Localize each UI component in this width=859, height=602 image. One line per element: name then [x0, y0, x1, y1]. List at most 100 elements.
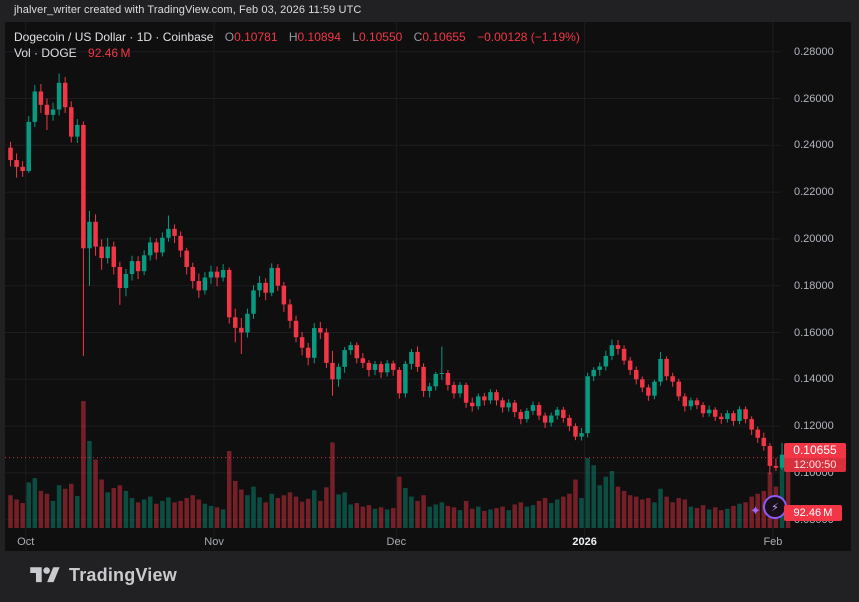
candle-body: [178, 235, 183, 251]
candle-body: [75, 124, 80, 137]
candle-body: [202, 277, 208, 291]
candle-body: [312, 328, 317, 358]
volume-bar: [62, 488, 68, 528]
candle-body: [281, 285, 287, 305]
candle-body: [56, 82, 62, 110]
candle-body: [755, 429, 760, 438]
bar-countdown: 12:00:50: [784, 458, 846, 472]
candle-body: [719, 416, 724, 420]
volume-bar: [239, 489, 244, 528]
volume-bar: [646, 498, 651, 528]
volume-bar: [688, 506, 694, 528]
candle-body: [609, 345, 615, 356]
candle-body: [664, 358, 669, 377]
candle-body: [725, 413, 730, 420]
ohlc-low: L0.10550: [352, 30, 403, 44]
candle-body: [226, 270, 232, 318]
candle-body: [8, 147, 13, 161]
candle-body: [208, 271, 214, 278]
volume-bar: [603, 476, 609, 528]
candle-body: [761, 437, 767, 446]
volume-bar: [403, 488, 408, 528]
candle-body: [646, 387, 651, 396]
volume-bar: [366, 505, 372, 528]
volume-bar: [609, 470, 615, 528]
volume-bar: [87, 441, 92, 528]
volume-bar: [390, 508, 396, 528]
volume-bar: [518, 502, 524, 528]
sparkle-icon[interactable]: ✦: [750, 503, 761, 518]
candle-body: [603, 355, 609, 367]
chart-canvas[interactable]: [5, 22, 851, 551]
candle-body: [147, 242, 153, 256]
candle-body: [530, 405, 536, 411]
price-tick-label: 0.26000: [794, 92, 834, 105]
volume-bar: [415, 500, 420, 528]
candlestick-chart[interactable]: [5, 22, 851, 551]
candle-body: [129, 261, 135, 274]
chart-legend: Dogecoin / US Dollar · 1D · Coinbase O0.…: [14, 29, 580, 61]
ohlc-high: H0.10894: [288, 30, 341, 44]
volume-bar: [172, 502, 177, 528]
candle-body: [542, 415, 548, 423]
price-tick-label: 0.16000: [794, 326, 834, 339]
candle-body: [196, 281, 202, 291]
candle-body: [469, 402, 475, 407]
volume-bar: [524, 506, 530, 528]
candle-body: [615, 345, 621, 349]
candle-body: [445, 372, 451, 385]
candle-body: [712, 409, 718, 417]
candle-body: [172, 228, 177, 236]
volume-bar: [233, 480, 238, 528]
candle-body: [190, 266, 195, 282]
candle-body: [409, 351, 414, 364]
candle-body: [415, 351, 420, 367]
volume-bar: [476, 506, 481, 528]
volume-bar: [318, 500, 323, 528]
volume-bar: [506, 510, 511, 528]
candle-body: [342, 350, 347, 367]
candle-body: [293, 320, 299, 338]
candle-body: [561, 409, 566, 418]
volume-bar: [32, 478, 38, 528]
volume-bar: [633, 496, 639, 528]
time-tick-label: 2026: [572, 536, 597, 548]
time-tick-label: Oct: [17, 536, 35, 548]
candle-body: [421, 366, 426, 391]
volume-bar: [749, 496, 754, 528]
candle-body: [372, 364, 378, 370]
footer-bar: TradingView: [0, 551, 859, 602]
candle-body: [652, 381, 657, 396]
candle-body: [688, 400, 694, 407]
volume-bar: [421, 495, 426, 528]
candle-body: [676, 381, 681, 397]
candle-body: [105, 246, 110, 259]
candle-body: [87, 221, 92, 249]
candle-body: [233, 317, 238, 328]
volume-bar: [50, 500, 56, 528]
candle-body: [123, 274, 129, 289]
volume-bar: [372, 508, 378, 528]
candle-body: [500, 400, 505, 408]
candle-body: [749, 419, 754, 430]
volume-bar: [196, 499, 202, 528]
volume-bar: [536, 500, 542, 528]
candle-body: [348, 345, 353, 351]
volume-bar: [378, 507, 384, 528]
attribution-bar: jhalver_writer created with TradingView.…: [0, 0, 859, 22]
candle-body: [390, 363, 396, 370]
event-marker-icon[interactable]: ⚡: [763, 495, 787, 519]
candle-body: [166, 228, 171, 238]
candle-body: [767, 445, 773, 466]
candle-body: [154, 242, 159, 253]
volume-bar: [324, 487, 329, 528]
volume-bar: [305, 498, 311, 528]
volume-bar: [38, 490, 44, 528]
price-tick-label: 0.28000: [794, 45, 834, 58]
candle-body: [336, 366, 341, 380]
volume-bar: [111, 488, 117, 528]
volume-bar: [712, 507, 718, 528]
candle-body: [257, 282, 262, 291]
tradingview-brand[interactable]: TradingView: [30, 564, 177, 587]
